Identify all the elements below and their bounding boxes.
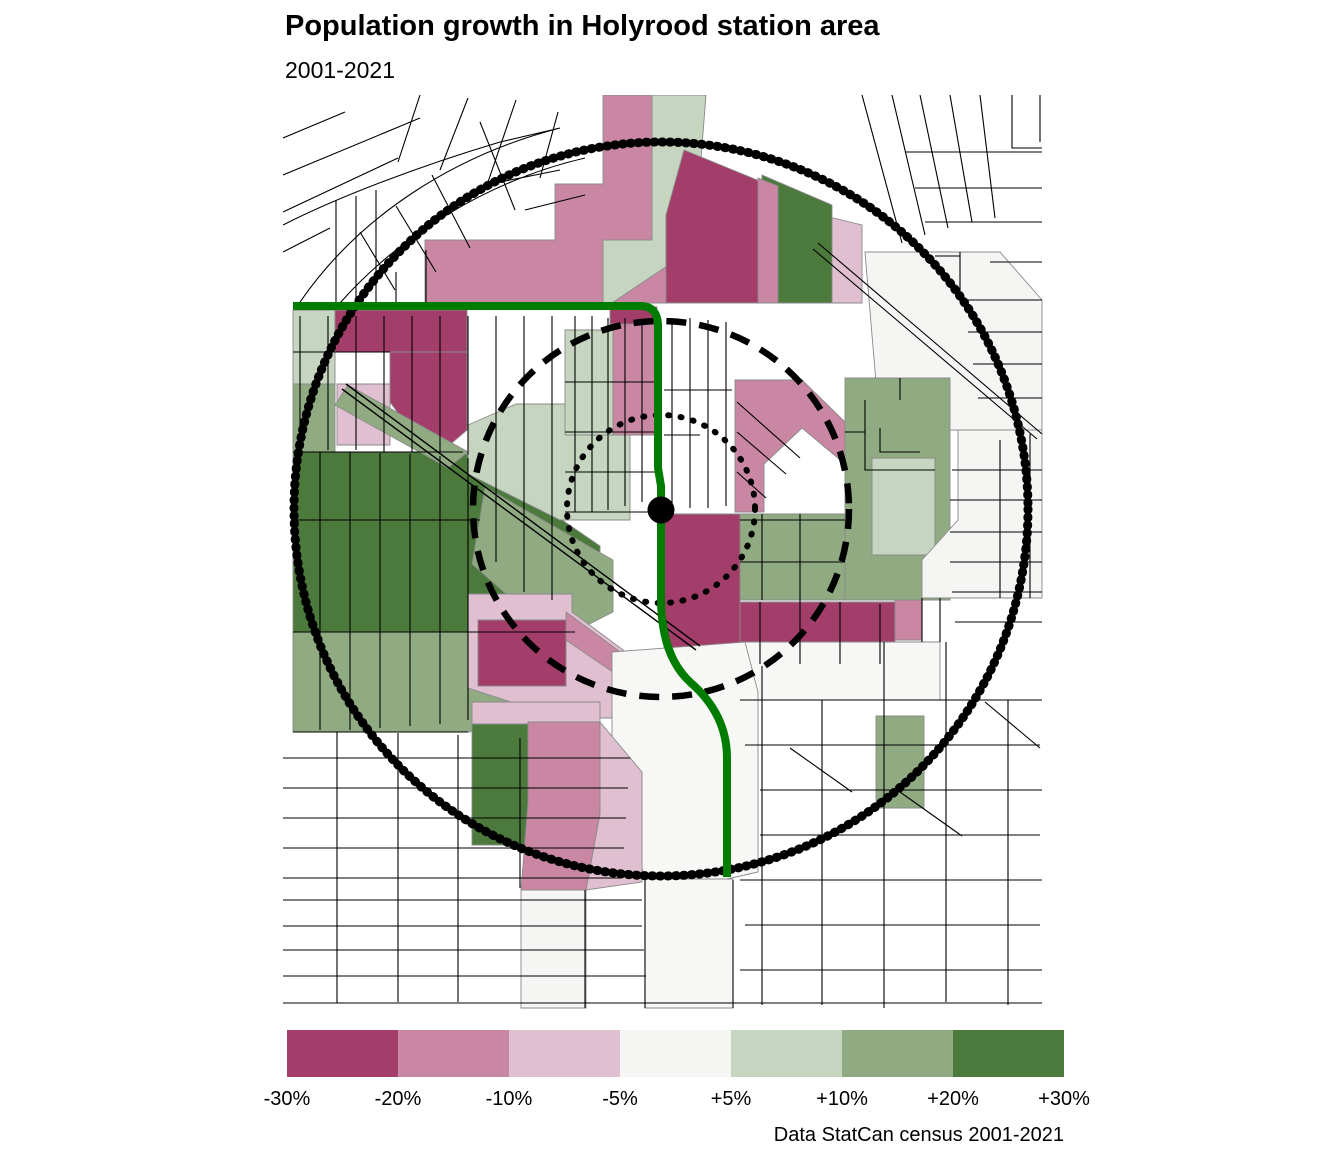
legend-swatch-5 — [731, 1030, 842, 1077]
street-network — [283, 95, 1043, 1008]
legend-label-plus5: +5% — [710, 1088, 752, 1110]
legend-swatch-4 — [620, 1030, 731, 1077]
legend-label-plus20: +20% — [927, 1088, 979, 1110]
legend-label-minus5: -5% — [602, 1088, 638, 1110]
middle-dashed-ring — [469, 317, 853, 701]
legend-label-minus30: -30% — [263, 1088, 311, 1110]
station-marker — [647, 496, 675, 524]
page-title: Population growth in Holyrood station ar… — [285, 10, 880, 42]
legend-swatch-7 — [953, 1030, 1064, 1077]
legend-color-bar — [287, 1030, 1064, 1077]
legend-swatch-1 — [287, 1030, 398, 1077]
outer-beaded-ring — [289, 137, 1033, 881]
legend-label-minus10: -10% — [485, 1088, 533, 1110]
legend-label-minus20: -20% — [374, 1088, 422, 1110]
legend-swatch-6 — [842, 1030, 953, 1077]
transit-route-line — [293, 302, 731, 877]
legend-swatch-3 — [509, 1030, 620, 1077]
page-subtitle: 2001-2021 — [285, 57, 395, 83]
legend-label-plus10: +10% — [816, 1088, 868, 1110]
legend-swatch-2 — [398, 1030, 509, 1077]
legend-label-plus30: +30% — [1038, 1088, 1090, 1110]
data-attribution: Data StatCan census 2001-2021 — [773, 1124, 1064, 1146]
choropleth-polygons — [292, 95, 1043, 1009]
